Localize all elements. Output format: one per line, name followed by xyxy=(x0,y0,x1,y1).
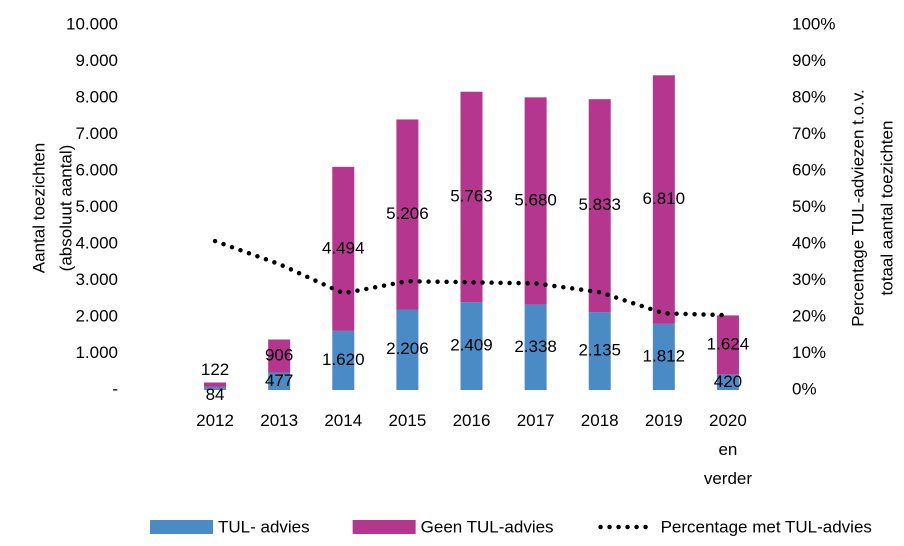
y-tick-label: - xyxy=(112,379,118,398)
data-label: 6.810 xyxy=(643,189,686,208)
y-tick-label: 7.000 xyxy=(75,124,118,143)
bar-segment xyxy=(396,119,419,310)
data-label: 2.206 xyxy=(386,339,429,358)
y2-tick-label: 10% xyxy=(792,343,826,362)
y2-axis-title: totaal aantal toezichten xyxy=(877,121,896,296)
bar-segment xyxy=(204,386,227,390)
data-label: 4.494 xyxy=(322,238,365,257)
data-label: 2.135 xyxy=(578,341,621,360)
data-label: 2.409 xyxy=(450,336,493,355)
legend-label: Percentage met TUL-advies xyxy=(661,517,872,536)
bar-segment xyxy=(268,339,291,373)
y2-tick-label: 80% xyxy=(792,87,826,106)
x-tick-label: 2019 xyxy=(644,411,683,430)
y2-tick-label: 50% xyxy=(792,197,826,216)
data-label: 122 xyxy=(201,360,229,379)
y2-axis-title: Percentage TUL-adviezen t.o.v. xyxy=(848,89,867,327)
x-tick-label: 2014 xyxy=(324,411,363,430)
y-axis-title: (absoluut aantal) xyxy=(56,145,75,272)
data-label: 906 xyxy=(265,346,293,365)
data-label: 477 xyxy=(265,371,293,390)
x-tick-label: 2013 xyxy=(260,411,299,430)
x-tick-label: 2017 xyxy=(516,411,555,430)
bar-segment xyxy=(524,97,547,305)
legend-swatch xyxy=(352,520,416,534)
legend-label: TUL- advies xyxy=(218,517,310,536)
data-label: 84 xyxy=(206,385,225,404)
y2-tick-label: 20% xyxy=(792,306,826,325)
bar-segment xyxy=(460,302,483,390)
x-tick-label: 2018 xyxy=(580,411,619,430)
y-tick-label: 5.000 xyxy=(75,197,118,216)
bar-segment xyxy=(204,382,227,387)
y2-tick-label: 60% xyxy=(792,160,826,179)
bar-segment xyxy=(716,374,739,390)
data-label: 1.624 xyxy=(707,335,750,354)
bar-segment xyxy=(652,75,675,324)
percentage-line xyxy=(212,238,731,318)
bar-segment xyxy=(588,312,611,390)
data-label: 5.206 xyxy=(386,204,429,223)
legend-swatch xyxy=(150,520,213,534)
y2-tick-label: 100% xyxy=(792,14,835,33)
bar-segment xyxy=(652,323,675,390)
y-tick-label: 2.000 xyxy=(75,306,118,325)
bar-segment xyxy=(332,166,355,331)
legend-label: Geen TUL-advies xyxy=(421,517,554,536)
y-tick-label: 9.000 xyxy=(75,51,118,70)
data-label: 2.338 xyxy=(514,337,557,356)
y-tick-label: 10.000 xyxy=(66,14,118,33)
bar-segment xyxy=(460,91,483,303)
bar-segment xyxy=(268,372,291,390)
y2-tick-label: 40% xyxy=(792,233,826,252)
y-tick-label: 6.000 xyxy=(75,160,118,179)
x-tick-label: 2015 xyxy=(388,411,427,430)
y2-tick-label: 90% xyxy=(792,51,826,70)
bar-segment xyxy=(716,315,739,375)
data-label: 420 xyxy=(714,372,742,391)
x-tick-label: 2020 en verder xyxy=(703,411,753,488)
data-label: 5.763 xyxy=(450,186,493,205)
bar-segment xyxy=(332,330,355,390)
y2-tick-label: 70% xyxy=(792,124,826,143)
bar-segment xyxy=(524,304,547,390)
data-label: 5.833 xyxy=(578,195,621,214)
y-axis-title: Aantal toezichten xyxy=(29,143,48,273)
y-tick-label: 3.000 xyxy=(75,270,118,289)
bar-segment xyxy=(396,309,419,390)
x-tick-label: 2016 xyxy=(452,411,491,430)
y2-tick-label: 0% xyxy=(792,379,817,398)
data-label: 1.620 xyxy=(322,350,365,369)
y2-tick-label: 30% xyxy=(792,270,826,289)
data-label: 1.812 xyxy=(643,346,686,365)
data-label: 5.680 xyxy=(514,190,557,209)
y-tick-label: 8.000 xyxy=(75,87,118,106)
y-tick-label: 1.000 xyxy=(75,343,118,362)
x-tick-label: 2012 xyxy=(196,411,234,430)
bar-segment xyxy=(588,99,611,313)
y-tick-label: 4.000 xyxy=(75,233,118,252)
